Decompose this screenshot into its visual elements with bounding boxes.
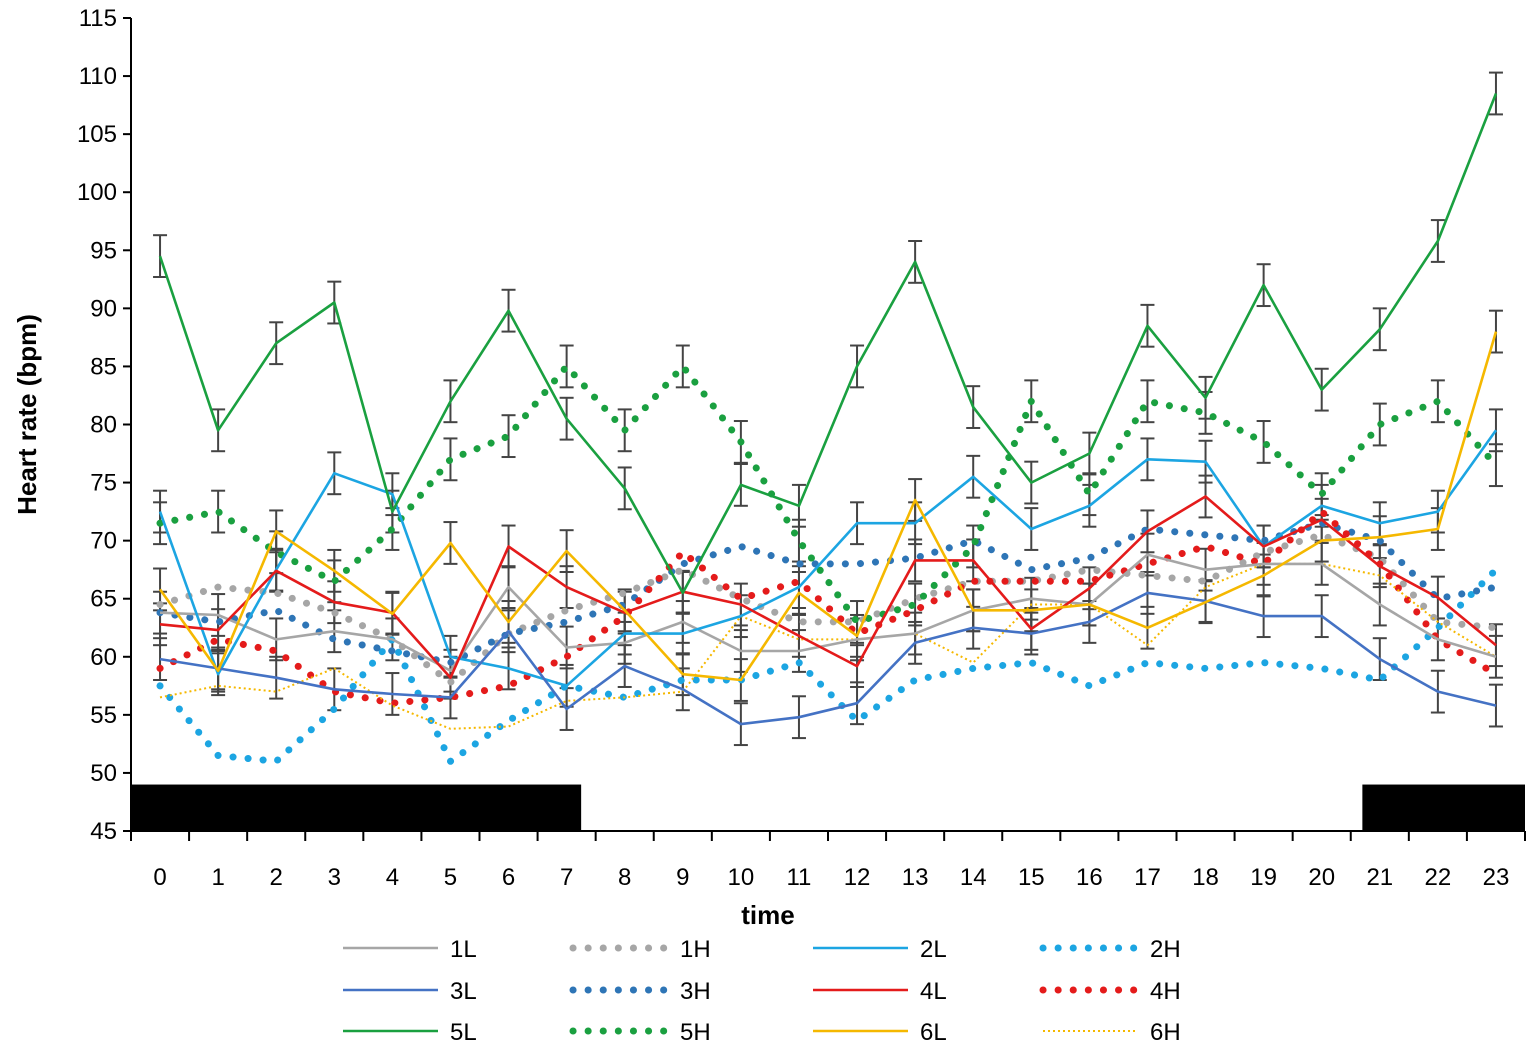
x-tick-label: 17 [1134, 864, 1161, 891]
legend-item-4H: 4H [1039, 978, 1181, 1005]
series-line-5L [158, 93, 1498, 595]
legend-item-3L: 3L [343, 978, 477, 1005]
dark-period-bars [131, 784, 1525, 831]
y-tick-label: 60 [90, 644, 117, 671]
x-tick-label: 0 [153, 864, 166, 891]
y-tick-label: 115 [79, 5, 117, 32]
x-tick-label: 13 [902, 864, 929, 891]
legend-item-5L: 5L [343, 1019, 477, 1046]
error-bar-5H [675, 344, 690, 389]
x-tick-label: 15 [1018, 864, 1045, 891]
y-tick-label: 50 [90, 760, 117, 787]
legend-label: 2L [920, 936, 947, 963]
x-tick-label: 16 [1076, 864, 1103, 891]
x-axis-title: time [741, 900, 794, 930]
legend-label: 1H [680, 936, 711, 963]
error-bar-5H [1488, 443, 1503, 488]
legend-item-3H: 3H [569, 978, 711, 1005]
error-bar-5H [501, 414, 516, 459]
error-bar-6L [1488, 309, 1503, 354]
error-bar-5H [1140, 379, 1155, 424]
legend-item-2L: 2L [813, 936, 947, 963]
error-bar-5H [1256, 420, 1271, 464]
legend-label: 2H [1150, 936, 1181, 963]
legend-item-1H: 1H [569, 936, 711, 963]
legend-label: 5L [450, 1019, 477, 1046]
x-tick-label: 23 [1483, 864, 1510, 891]
series-line-2H [156, 566, 1500, 765]
error-bar-5H [559, 344, 574, 389]
series-line-1L [159, 553, 1497, 673]
legend-item-6H: 6H [1043, 1019, 1181, 1046]
y-axis-ticks: 45 50 55 60 65 70 75 80 85 90 95 100 105 110 115 [77, 5, 131, 845]
dark-period-bar-1 [131, 784, 582, 831]
legend-label: 5H [680, 1019, 711, 1046]
series-line-6H [159, 562, 1497, 730]
y-tick-label: 45 [90, 818, 117, 845]
y-tick-label: 105 [77, 121, 117, 148]
y-tick-label: 90 [90, 295, 117, 322]
x-tick-label: 9 [676, 864, 689, 891]
y-tick-label: 80 [90, 412, 117, 439]
legend-item-5H: 5H [569, 1019, 711, 1046]
y-tick-label: 70 [90, 528, 117, 555]
error-bar-5H [1082, 472, 1097, 517]
legend-item-1L: 1L [343, 936, 477, 963]
x-tick-label: 11 [786, 864, 811, 891]
x-tick-label: 4 [386, 864, 399, 891]
legend-label: 1L [450, 936, 477, 963]
legend-label: 3H [680, 978, 711, 1005]
legend-label: 6L [920, 1019, 947, 1046]
y-axis-title: Heart rate (bpm) [12, 314, 42, 515]
series-line-4L [159, 495, 1497, 680]
series-line-6L [158, 331, 1498, 682]
series-lines [156, 93, 1500, 765]
x-tick-label: 3 [328, 864, 341, 891]
x-tick-label: 19 [1250, 864, 1277, 891]
x-tick-label: 22 [1425, 864, 1452, 891]
x-tick-label: 8 [618, 864, 631, 891]
x-tick-label: 21 [1366, 864, 1393, 891]
series-line-4H [156, 508, 1500, 707]
series-line-2L [158, 429, 1498, 688]
legend-item-6L: 6L [813, 1019, 947, 1046]
y-tick-label: 95 [90, 237, 117, 264]
series-line-1H [156, 531, 1500, 686]
y-tick-label: 65 [90, 586, 117, 613]
series-line-5H [156, 362, 1500, 626]
x-tick-label: 18 [1192, 864, 1219, 891]
dark-period-bar-2 [1362, 784, 1525, 831]
legend-label: 6H [1150, 1019, 1181, 1046]
legend-item-2H: 2H [1039, 936, 1181, 963]
legend-label: 4H [1150, 978, 1181, 1005]
legend: 1L 1H 2L 2H 3L 3H 4L 4H 5L 5H 6L 6H [343, 936, 1181, 1046]
series-line-3H [156, 519, 1500, 667]
y-tick-label: 55 [90, 702, 117, 729]
x-tick-label: 7 [560, 864, 573, 891]
legend-item-4L: 4L [813, 978, 947, 1005]
x-tick-label: 5 [444, 864, 457, 891]
x-tick-label: 12 [844, 864, 871, 891]
y-tick-label: 100 [77, 179, 117, 206]
y-tick-label: 85 [90, 353, 117, 380]
y-tick-label: 75 [90, 470, 117, 497]
x-tick-label: 1 [211, 864, 224, 891]
x-tick-label: 6 [502, 864, 515, 891]
x-tick-label: 2 [270, 864, 283, 891]
x-axis-ticks: 0 1 2 3 4 5 6 7 8 9 10 11 12 13 14 15 16 17 18 19 20 21 22 23 [130, 831, 1526, 891]
x-tick-label: 10 [728, 864, 755, 891]
legend-label: 4L [920, 978, 947, 1005]
x-tick-label: 14 [960, 864, 987, 891]
series-line-3L [159, 591, 1497, 726]
y-tick-label: 110 [79, 63, 117, 90]
legend-label: 3L [450, 978, 477, 1005]
x-tick-label: 20 [1308, 864, 1335, 891]
